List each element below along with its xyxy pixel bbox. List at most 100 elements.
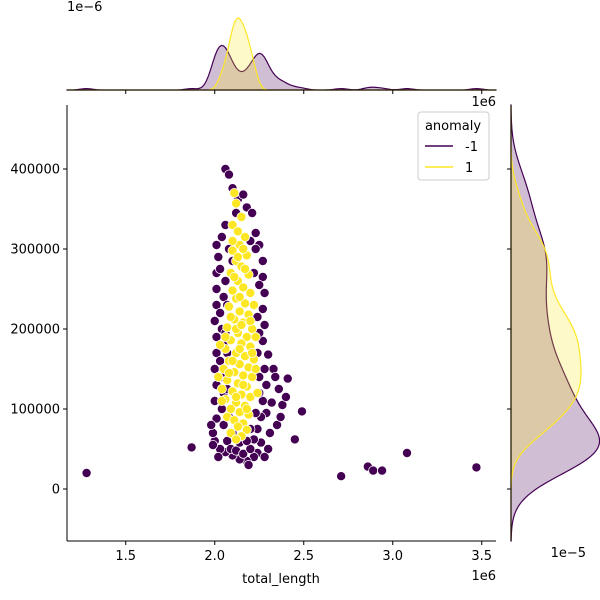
scatter-point [220,331,231,342]
scatter-point [270,371,281,382]
top-marginal-offset-label: 1e−6 [67,0,102,15]
main-axes: 1.5 2.0 2.5 3.0 3.5 0 100000 200000 300000 40000… [10,105,496,587]
right-marginal-top-label: 1e6 [471,95,496,110]
x-tick-label: 3.0 [382,549,403,564]
legend-label-pos: 1 [465,161,473,176]
scatter-point [240,263,251,274]
scatter-point [216,395,227,406]
scatter-point [216,383,227,394]
scatter-point [236,211,247,222]
scatter-point [264,427,275,438]
scatter-point [232,421,243,432]
scatter-point [207,439,218,450]
y-axis-ticks: 0 100000 200000 300000 400000 [10,163,67,498]
scatter-point [229,187,240,198]
y-tick-label: 400000 [10,163,60,178]
scatter-point [216,231,227,242]
scatter-point [215,307,226,318]
scatter-point [280,391,291,402]
scatter-point [227,219,238,230]
scatter-point [238,379,249,390]
right-marginal-ticks [507,168,511,490]
scatter-point [250,331,261,342]
scatter-point [227,235,238,246]
scatter-point [238,448,249,459]
scatter-point [223,169,234,180]
top-marginal-kde-neg [66,44,497,91]
scatter-point [227,355,238,366]
legend-frame [417,111,490,181]
scatter-point [234,343,245,354]
scatter-point [401,447,412,458]
right-marginal-axes: 1e6 1e−5 [471,95,600,561]
scatter-point [245,315,256,326]
scatter-point [231,391,242,402]
scatter-point [263,349,274,360]
scatter-point [247,347,258,358]
scatter-point [247,207,258,218]
scatter-point [213,451,224,462]
scatter-point [259,363,270,374]
top-marginal-kde-pos [67,17,496,91]
scatter-point [259,319,270,330]
y-tick-label: 100000 [10,403,60,418]
scatter-point [225,311,236,322]
scatter-point [209,315,220,326]
scatter-point [289,434,300,445]
scatter-point [211,239,222,250]
scatter-point [259,451,270,462]
legend-label-neg: -1 [465,140,478,155]
scatter-point [206,419,217,430]
scatter-point [248,299,259,310]
scatter-point [254,279,265,290]
scatter-point [238,282,249,293]
y-tick-label: 200000 [10,323,60,338]
scatter-point [259,287,270,298]
scatter-point [81,467,92,478]
scatter-point [471,462,482,473]
scatter-point [211,283,222,294]
x-tick-label: 2.0 [204,549,225,564]
scatter-point [252,387,263,398]
scatter-point [236,319,247,330]
scatter-point [282,373,293,384]
scatter-point [215,339,226,350]
scatter-point [266,397,277,408]
scatter-point [223,367,234,378]
scatter-point [229,271,240,282]
scatter-point [232,251,243,262]
scatter-point [296,406,307,417]
scatter-point [250,243,261,254]
right-marginal-offset-label: 1e−5 [551,546,586,561]
scatter-point [336,471,347,482]
scatter-point [240,231,251,242]
scatter-point [238,189,249,200]
scatter-point [245,287,256,298]
x-tick-label: 2.5 [293,549,314,564]
x-axis-label: total_length [242,572,320,587]
legend-title: anomaly [425,119,481,134]
scatter-point [231,434,242,445]
scatter-point [222,322,233,333]
scatter-point [232,226,243,237]
scatter-point [241,424,252,435]
scatter-point [215,263,226,274]
scatter-point [243,459,254,470]
scatter-point [234,291,245,302]
x-axis-ticks: 1.5 2.0 2.5 3.0 3.5 [115,541,492,564]
scatter-point [257,303,268,314]
scatter-points [81,163,482,482]
top-marginal-axes: 1e−6 [66,0,497,94]
scatter-point [275,411,286,422]
scatter-point [261,379,272,390]
scatter-point [231,198,242,209]
scatter-point [213,251,224,262]
y-tick-label: 300000 [10,243,60,258]
scatter-point [211,413,222,424]
scatter-point [377,465,388,476]
scatter-point [238,243,249,254]
y-tick-label: 0 [52,483,60,498]
scatter-point [241,403,252,414]
scatter-point [257,255,268,266]
